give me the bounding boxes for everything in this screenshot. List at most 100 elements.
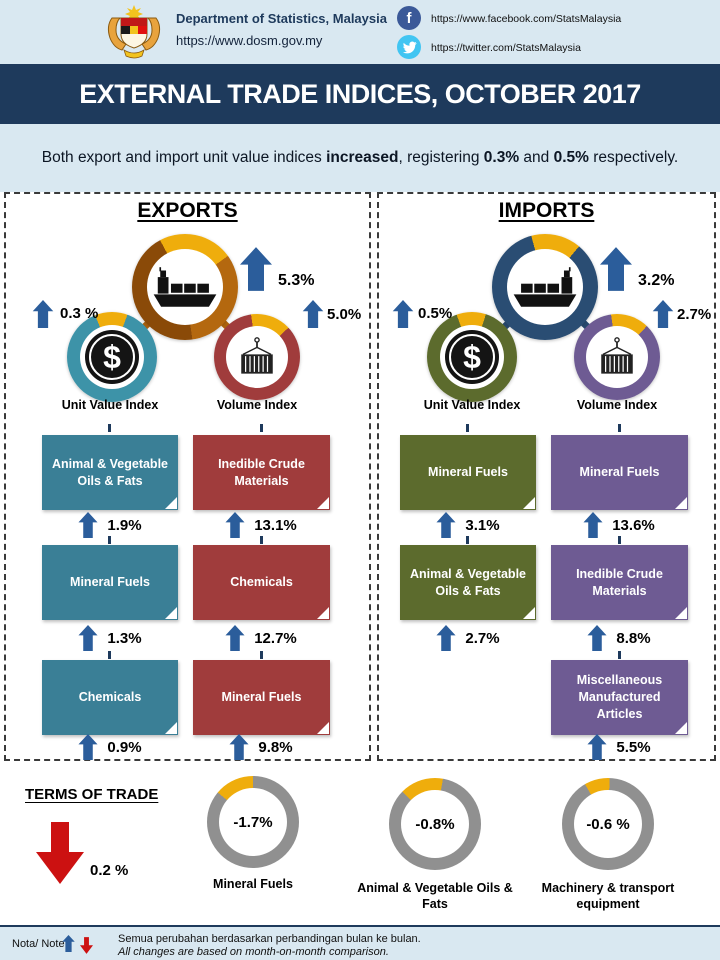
export-vol-change-1: 13.1% bbox=[191, 511, 331, 539]
export-vol-box-2: Chemicals bbox=[193, 545, 330, 620]
note-label: Nota/ Note: bbox=[12, 938, 68, 950]
import-vol-change-2: 8.8% bbox=[549, 624, 689, 652]
title-banner: EXTERNAL TRADE INDICES, OCTOBER 2017 bbox=[0, 64, 720, 124]
tick bbox=[108, 536, 111, 544]
up-arrow-icon bbox=[32, 300, 54, 328]
twitter-icon[interactable] bbox=[397, 35, 421, 59]
dollar-icon: $ bbox=[85, 330, 139, 384]
import-vol-change-1: 13.6% bbox=[549, 511, 689, 539]
import-vol-box-1: Mineral Fuels bbox=[551, 435, 688, 510]
exports-unit-value-donut: $ bbox=[67, 312, 157, 402]
summary-sentence: Both export and import unit value indice… bbox=[0, 124, 720, 192]
import-uvi-change-1: 3.1% bbox=[398, 511, 538, 539]
tick bbox=[260, 651, 263, 659]
dollar-icon: $ bbox=[445, 330, 499, 384]
tot-value: -1.7% bbox=[233, 813, 273, 831]
org-url-link[interactable]: https://www.dosm.gov.my bbox=[176, 33, 323, 48]
header: Department of Statistics, Malaysia https… bbox=[0, 0, 720, 64]
tot-label: Machinery & transport equipment bbox=[541, 881, 675, 912]
exports-volume-change: 5.0% bbox=[327, 306, 362, 323]
imports-uvi-change: 0.5% bbox=[418, 305, 453, 322]
facebook-link[interactable]: https://www.facebook.com/StatsMalaysia bbox=[431, 13, 622, 25]
export-vol-change-3: 9.8% bbox=[191, 733, 331, 761]
up-arrow-icon bbox=[436, 625, 456, 651]
import-vol-change-3: 5.5% bbox=[549, 733, 689, 761]
tick bbox=[618, 424, 621, 432]
twitter-bird-icon bbox=[402, 41, 417, 53]
terms-of-trade-heading: TERMS OF TRADE bbox=[25, 786, 159, 803]
tot-donut-mineral-fuels: -1.7% bbox=[207, 776, 299, 868]
import-uvi-pct: 0.5% bbox=[553, 149, 589, 166]
tick bbox=[618, 651, 621, 659]
up-arrow-icon bbox=[225, 512, 245, 538]
container-icon bbox=[241, 337, 273, 374]
tot-label: Mineral Fuels bbox=[213, 877, 293, 891]
container-icon bbox=[601, 337, 633, 374]
note-line-2: All changes are based on month-on-month … bbox=[118, 946, 389, 958]
export-uvi-change-3: 0.9% bbox=[40, 733, 180, 761]
imports-volume-index-label: Volume Index bbox=[576, 398, 658, 412]
tick bbox=[260, 424, 263, 432]
up-arrow-icon bbox=[78, 625, 98, 651]
note-line-1: Semua perubahan berdasarkan perbandingan… bbox=[118, 933, 421, 945]
tot-value: -0.6 % bbox=[586, 815, 630, 833]
tot-donut-machinery-transport: -0.6 % bbox=[562, 778, 654, 870]
terms-of-trade-change: 0.2 % bbox=[90, 862, 129, 879]
facebook-icon[interactable]: f bbox=[397, 6, 421, 30]
up-arrow-icon bbox=[240, 247, 272, 291]
note-down-arrow-icon bbox=[80, 937, 93, 954]
facebook-glyph: f bbox=[406, 9, 412, 27]
up-arrow-icon bbox=[652, 300, 674, 328]
import-vol-box-3: Miscellaneous Manufactured Articles bbox=[551, 660, 688, 735]
tick bbox=[108, 424, 111, 432]
exports-volume-index-label: Volume Index bbox=[216, 398, 298, 412]
cargo-ship-icon bbox=[153, 267, 217, 307]
up-arrow-icon bbox=[583, 512, 603, 538]
exports-total-change: 5.3% bbox=[278, 272, 315, 289]
tot-value: -0.8% bbox=[415, 815, 455, 833]
exports-heading: EXPORTS bbox=[137, 199, 238, 222]
up-arrow-icon bbox=[392, 300, 414, 328]
export-vol-box-3: Mineral Fuels bbox=[193, 660, 330, 735]
cargo-ship-icon bbox=[513, 267, 577, 307]
up-arrow-icon bbox=[78, 734, 98, 760]
down-arrow-icon bbox=[36, 822, 84, 884]
imports-unit-value-index-label: Unit Value Index bbox=[423, 398, 521, 412]
summary-text: Both export and import unit value indice… bbox=[41, 149, 327, 166]
imports-unit-value-donut: $ bbox=[427, 312, 517, 402]
tick bbox=[108, 651, 111, 659]
imports-heading: IMPORTS bbox=[498, 199, 595, 222]
up-arrow-icon bbox=[600, 247, 632, 291]
export-uvi-box-2: Mineral Fuels bbox=[42, 545, 178, 620]
up-arrow-icon bbox=[302, 300, 324, 328]
export-vol-box-1: Inedible Crude Materials bbox=[193, 435, 330, 510]
org-name: Department of Statistics, Malaysia bbox=[176, 11, 387, 26]
imports-total-donut bbox=[492, 234, 598, 340]
imports-total-change: 3.2% bbox=[638, 272, 675, 289]
tick bbox=[618, 536, 621, 544]
import-uvi-change-2: 2.7% bbox=[398, 624, 538, 652]
export-vol-change-2: 12.7% bbox=[191, 624, 331, 652]
tick bbox=[260, 536, 263, 544]
export-uvi-change-2: 1.3% bbox=[40, 624, 180, 652]
exports-unit-value-index-label: Unit Value Index bbox=[61, 398, 159, 412]
page-title: EXTERNAL TRADE INDICES, OCTOBER 2017 bbox=[79, 78, 641, 109]
twitter-link[interactable]: https://twitter.com/StatsMalaysia bbox=[431, 42, 581, 54]
export-uvi-box-3: Chemicals bbox=[42, 660, 178, 735]
up-arrow-icon bbox=[225, 625, 245, 651]
exports-uvi-change: 0.3 % bbox=[60, 305, 99, 322]
up-arrow-icon bbox=[436, 512, 456, 538]
exports-volume-donut bbox=[214, 314, 300, 400]
tot-label: Animal & Vegetable Oils & Fats bbox=[357, 881, 513, 912]
import-uvi-box-1: Mineral Fuels bbox=[400, 435, 536, 510]
imports-panel bbox=[377, 192, 716, 761]
imports-volume-donut bbox=[574, 314, 660, 400]
note-up-arrow-icon bbox=[62, 935, 75, 952]
up-arrow-icon bbox=[587, 625, 607, 651]
tick bbox=[466, 536, 469, 544]
import-vol-box-2: Inedible Crude Materials bbox=[551, 545, 688, 620]
import-uvi-box-2: Animal & Vegetable Oils & Fats bbox=[400, 545, 536, 620]
malaysia-coat-of-arms-logo bbox=[107, 5, 161, 59]
footer-note: Nota/ Note: Semua perubahan berdasarkan … bbox=[0, 925, 720, 960]
